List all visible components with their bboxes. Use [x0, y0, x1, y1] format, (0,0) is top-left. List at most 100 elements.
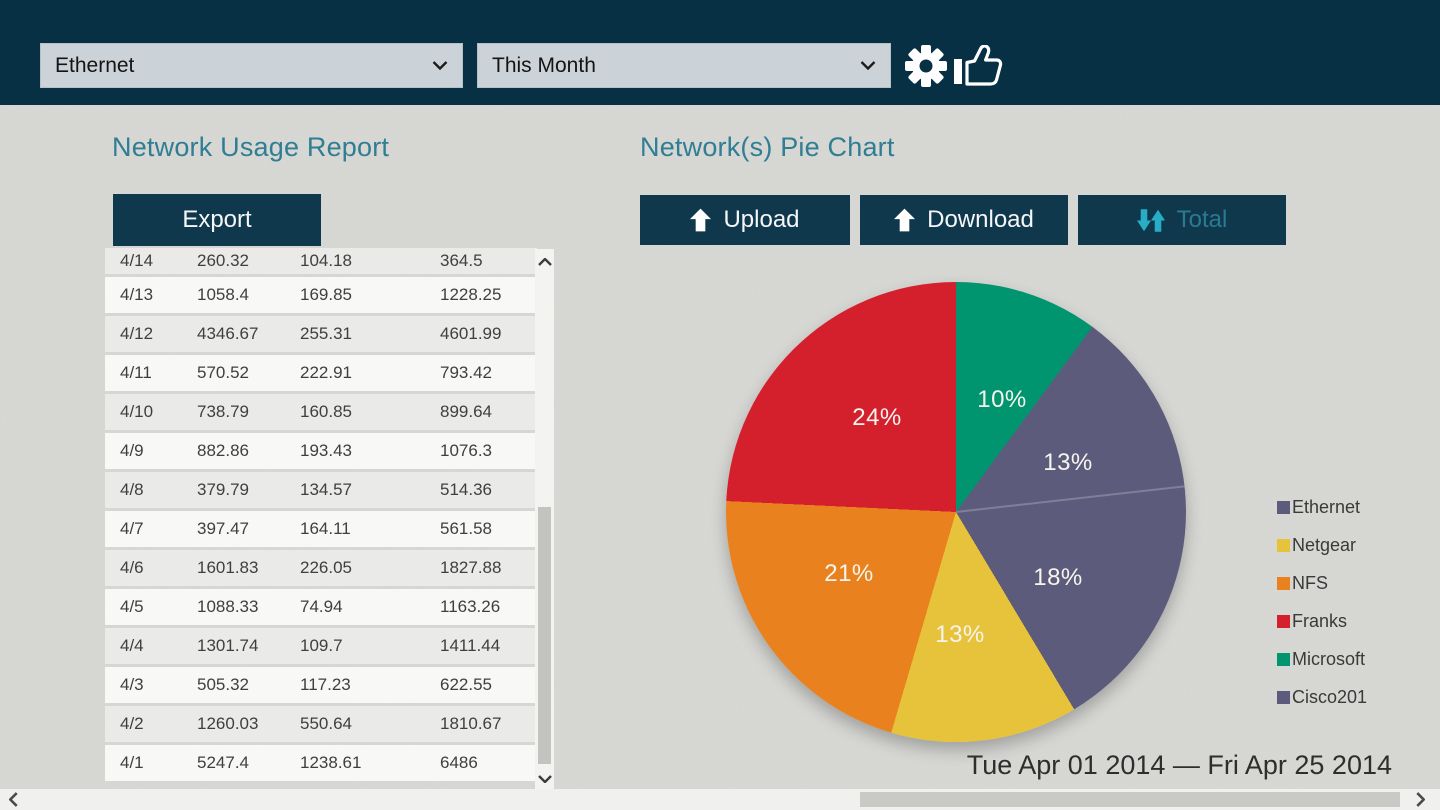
cell-download: 164.11	[300, 519, 351, 538]
cell-total: 364.5	[440, 251, 483, 270]
legend-label: Microsoft	[1292, 648, 1366, 669]
table-row[interactable]: 4/8 379.79 134.57 514.36	[105, 472, 537, 508]
horizontal-scrollbar[interactable]	[0, 789, 1440, 810]
legend-item: Microsoft	[1277, 647, 1367, 671]
gear-icon	[905, 45, 947, 87]
cell-date: 4/4	[120, 636, 144, 655]
table-row[interactable]: 4/12 4346.67 255.31 4601.99	[105, 316, 537, 352]
cell-total: 622.55	[440, 675, 492, 694]
download-button[interactable]: Download	[860, 195, 1068, 245]
cell-date: 4/11	[120, 363, 152, 382]
download-button-label: Download	[927, 206, 1034, 233]
cell-total: 1827.88	[440, 558, 502, 577]
legend-swatch-icon	[1277, 576, 1290, 590]
cell-download: 1238.61	[300, 753, 362, 772]
cell-date: 4/1	[120, 753, 144, 772]
cell-date: 4/10	[120, 402, 154, 421]
horizontal-scrollbar-thumb[interactable]	[860, 792, 1400, 807]
cell-date: 4/3	[120, 675, 144, 694]
cell-download: 193.43	[300, 441, 352, 460]
pie-legend: Ethernet Netgear NFS Franks Microsoft Cisco20…	[1277, 495, 1367, 723]
period-select[interactable]: This Month	[477, 43, 891, 88]
chevron-down-icon	[432, 61, 448, 70]
cell-total: 1228.25	[440, 285, 502, 304]
cell-date: 4/6	[120, 558, 144, 577]
table-row[interactable]: 4/13 1058.4 169.85 1228.25	[105, 277, 537, 313]
legend-item: Netgear	[1277, 533, 1367, 557]
like-button[interactable]	[952, 44, 1004, 90]
scroll-up-icon[interactable]	[537, 258, 552, 266]
legend-swatch-icon	[1277, 690, 1290, 704]
cell-date: 4/12	[120, 324, 154, 343]
table-row[interactable]: 4/2 1260.03 550.64 1810.67	[105, 706, 537, 742]
cell-upload: 738.79	[197, 402, 249, 421]
cell-upload: 397.47	[197, 519, 249, 538]
cell-upload: 379.79	[197, 480, 249, 499]
table-row[interactable]: 4/9 882.86 193.43 1076.3	[105, 433, 537, 469]
pie-slice-label: 13%	[935, 621, 985, 648]
app-header: Ethernet This Month	[0, 0, 1440, 105]
pie-slice-label: 21%	[824, 560, 874, 587]
arrow-up-icon	[894, 208, 916, 232]
cell-total: 1076.3	[440, 441, 492, 460]
cell-total: 793.42	[440, 363, 492, 382]
cell-upload: 882.86	[197, 441, 249, 460]
cell-total: 6486	[440, 753, 478, 772]
legend-label: Cisco201	[1292, 686, 1368, 707]
legend-label: Netgear	[1292, 534, 1357, 555]
cell-download: 104.18	[300, 251, 352, 270]
cell-upload: 1088.33	[197, 597, 259, 616]
cell-download: 255.31	[300, 324, 352, 343]
total-button[interactable]: Total	[1078, 195, 1286, 245]
cell-upload: 5247.4	[197, 753, 249, 772]
table-row[interactable]: 4/3 505.32 117.23 622.55	[105, 667, 537, 703]
table-row[interactable]: 4/1 5247.4 1238.61 6486	[105, 745, 537, 781]
scroll-down-icon[interactable]	[537, 775, 552, 783]
thumbs-up-icon	[954, 44, 1003, 86]
table-row[interactable]: 4/11 570.52 222.91 793.42	[105, 355, 537, 391]
table-row[interactable]: 4/14 260.32 104.18 364.5	[105, 248, 537, 274]
pie-slice-label: 18%	[1033, 564, 1083, 591]
cell-upload: 1260.03	[197, 714, 259, 733]
cell-download: 226.05	[300, 558, 352, 577]
cell-total: 899.64	[440, 402, 492, 421]
cell-download: 222.91	[300, 363, 352, 382]
cell-date: 4/8	[120, 480, 144, 499]
chevron-down-icon	[860, 61, 876, 70]
cell-download: 74.94	[300, 597, 343, 616]
export-button[interactable]: Export	[113, 194, 321, 246]
table-row[interactable]: 4/10 738.79 160.85 899.64	[105, 394, 537, 430]
table-row[interactable]: 4/7 397.47 164.11 561.58	[105, 511, 537, 547]
table-row[interactable]: 4/5 1088.33 74.94 1163.26	[105, 589, 537, 625]
total-button-label: Total	[1176, 206, 1228, 233]
cell-total: 514.36	[440, 480, 492, 499]
settings-button[interactable]	[904, 44, 948, 91]
table-scrollbar-thumb[interactable]	[538, 507, 551, 764]
arrow-up-icon	[690, 208, 712, 232]
pie-chart	[726, 282, 1186, 742]
cell-date: 4/5	[120, 597, 144, 616]
scroll-left-icon[interactable]	[9, 792, 18, 807]
legend-item: Cisco201	[1277, 685, 1367, 709]
scroll-right-icon[interactable]	[1416, 792, 1425, 807]
usage-report-title: Network Usage Report	[112, 132, 390, 162]
cell-upload: 260.32	[197, 251, 249, 270]
network-select-value: Ethernet	[55, 53, 135, 77]
network-select[interactable]: Ethernet	[40, 43, 463, 88]
table-row[interactable]: 4/6 1601.83 226.05 1827.88	[105, 550, 537, 586]
cell-upload: 1601.83	[197, 558, 259, 577]
cell-total: 1163.26	[440, 597, 501, 616]
cell-date: 4/13	[120, 285, 154, 304]
table-scrollbar[interactable]	[535, 249, 554, 790]
legend-label: Ethernet	[1292, 496, 1361, 517]
pie-chart-title: Network(s) Pie Chart	[640, 132, 895, 162]
cell-date: 4/9	[120, 441, 144, 460]
legend-label: Franks	[1292, 610, 1348, 631]
upload-button[interactable]: Upload	[640, 195, 850, 245]
cell-upload: 4346.67	[197, 324, 259, 343]
export-button-label: Export	[182, 206, 252, 233]
legend-item: Ethernet	[1277, 495, 1367, 519]
cell-download: 160.85	[300, 402, 352, 421]
table-row[interactable]: 4/4 1301.74 109.7 1411.44	[105, 628, 537, 664]
cell-download: 117.23	[300, 675, 351, 694]
